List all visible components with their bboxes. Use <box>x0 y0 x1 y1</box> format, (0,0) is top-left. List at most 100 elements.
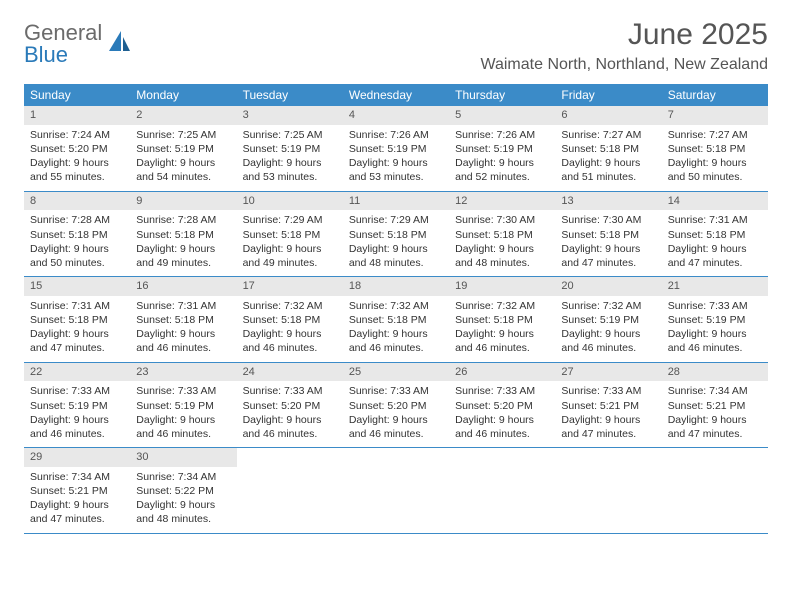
weekday-header: Saturday <box>662 84 768 106</box>
daylight-line2: and 48 minutes. <box>136 512 230 526</box>
day-body: Sunrise: 7:31 AMSunset: 5:18 PMDaylight:… <box>130 296 236 362</box>
month-title: June 2025 <box>480 18 768 52</box>
day-body: Sunrise: 7:34 AMSunset: 5:21 PMDaylight:… <box>662 381 768 447</box>
calendar-cell <box>237 448 343 533</box>
day-number: 30 <box>130 448 236 467</box>
sunset-line: Sunset: 5:20 PM <box>243 399 337 413</box>
daylight-line2: and 48 minutes. <box>455 256 549 270</box>
sunrise-line: Sunrise: 7:26 AM <box>455 128 549 142</box>
daylight-line1: Daylight: 9 hours <box>30 413 124 427</box>
sunrise-line: Sunrise: 7:33 AM <box>349 384 443 398</box>
sunrise-line: Sunrise: 7:31 AM <box>668 213 762 227</box>
daylight-line1: Daylight: 9 hours <box>455 413 549 427</box>
calendar-cell: 2Sunrise: 7:25 AMSunset: 5:19 PMDaylight… <box>130 106 236 191</box>
daylight-line1: Daylight: 9 hours <box>136 156 230 170</box>
daylight-line2: and 53 minutes. <box>349 170 443 184</box>
day-number: 11 <box>343 192 449 211</box>
day-number: 7 <box>662 106 768 125</box>
weekday-header: Monday <box>130 84 236 106</box>
day-body: Sunrise: 7:32 AMSunset: 5:19 PMDaylight:… <box>555 296 661 362</box>
daylight-line2: and 47 minutes. <box>668 427 762 441</box>
daylight-line2: and 50 minutes. <box>668 170 762 184</box>
calendar-cell: 13Sunrise: 7:30 AMSunset: 5:18 PMDayligh… <box>555 192 661 277</box>
sunrise-line: Sunrise: 7:34 AM <box>136 470 230 484</box>
daylight-line2: and 46 minutes. <box>668 341 762 355</box>
weekday-header: Thursday <box>449 84 555 106</box>
day-body: Sunrise: 7:31 AMSunset: 5:18 PMDaylight:… <box>24 296 130 362</box>
sunrise-line: Sunrise: 7:33 AM <box>561 384 655 398</box>
daylight-line2: and 46 minutes. <box>30 427 124 441</box>
sunrise-line: Sunrise: 7:29 AM <box>243 213 337 227</box>
day-body: Sunrise: 7:34 AMSunset: 5:22 PMDaylight:… <box>130 467 236 533</box>
title-block: June 2025 Waimate North, Northland, New … <box>480 18 768 78</box>
calendar-cell: 16Sunrise: 7:31 AMSunset: 5:18 PMDayligh… <box>130 277 236 362</box>
calendar-cell: 18Sunrise: 7:32 AMSunset: 5:18 PMDayligh… <box>343 277 449 362</box>
day-body: Sunrise: 7:28 AMSunset: 5:18 PMDaylight:… <box>24 210 130 276</box>
daylight-line1: Daylight: 9 hours <box>136 242 230 256</box>
daylight-line1: Daylight: 9 hours <box>668 413 762 427</box>
day-number: 22 <box>24 363 130 382</box>
sunset-line: Sunset: 5:18 PM <box>668 228 762 242</box>
day-body: Sunrise: 7:34 AMSunset: 5:21 PMDaylight:… <box>24 467 130 533</box>
calendar-cell: 9Sunrise: 7:28 AMSunset: 5:18 PMDaylight… <box>130 192 236 277</box>
sunrise-line: Sunrise: 7:31 AM <box>30 299 124 313</box>
daylight-line2: and 52 minutes. <box>455 170 549 184</box>
weekday-header: Friday <box>555 84 661 106</box>
daylight-line2: and 55 minutes. <box>30 170 124 184</box>
daylight-line2: and 46 minutes. <box>136 341 230 355</box>
day-number: 10 <box>237 192 343 211</box>
sunset-line: Sunset: 5:18 PM <box>136 228 230 242</box>
day-body: Sunrise: 7:30 AMSunset: 5:18 PMDaylight:… <box>449 210 555 276</box>
daylight-line2: and 46 minutes. <box>455 427 549 441</box>
day-body: Sunrise: 7:24 AMSunset: 5:20 PMDaylight:… <box>24 125 130 191</box>
daylight-line1: Daylight: 9 hours <box>349 413 443 427</box>
daylight-line2: and 47 minutes. <box>561 256 655 270</box>
daylight-line1: Daylight: 9 hours <box>561 413 655 427</box>
sunset-line: Sunset: 5:18 PM <box>243 228 337 242</box>
calendar-week: 15Sunrise: 7:31 AMSunset: 5:18 PMDayligh… <box>24 277 768 363</box>
calendar-cell: 4Sunrise: 7:26 AMSunset: 5:19 PMDaylight… <box>343 106 449 191</box>
daylight-line1: Daylight: 9 hours <box>136 498 230 512</box>
day-body: Sunrise: 7:33 AMSunset: 5:19 PMDaylight:… <box>24 381 130 447</box>
sail-icon <box>106 29 132 59</box>
calendar-cell: 29Sunrise: 7:34 AMSunset: 5:21 PMDayligh… <box>24 448 130 533</box>
day-body: Sunrise: 7:33 AMSunset: 5:21 PMDaylight:… <box>555 381 661 447</box>
sunrise-line: Sunrise: 7:27 AM <box>668 128 762 142</box>
daylight-line2: and 47 minutes. <box>30 512 124 526</box>
sunrise-line: Sunrise: 7:24 AM <box>30 128 124 142</box>
daylight-line2: and 46 minutes. <box>243 427 337 441</box>
daylight-line1: Daylight: 9 hours <box>243 242 337 256</box>
calendar-cell: 23Sunrise: 7:33 AMSunset: 5:19 PMDayligh… <box>130 363 236 448</box>
daylight-line1: Daylight: 9 hours <box>243 327 337 341</box>
daylight-line2: and 48 minutes. <box>349 256 443 270</box>
sunset-line: Sunset: 5:18 PM <box>455 228 549 242</box>
daylight-line1: Daylight: 9 hours <box>136 413 230 427</box>
daylight-line2: and 53 minutes. <box>243 170 337 184</box>
day-number: 21 <box>662 277 768 296</box>
day-number: 25 <box>343 363 449 382</box>
day-number: 13 <box>555 192 661 211</box>
day-body: Sunrise: 7:29 AMSunset: 5:18 PMDaylight:… <box>343 210 449 276</box>
sunrise-line: Sunrise: 7:32 AM <box>561 299 655 313</box>
daylight-line1: Daylight: 9 hours <box>561 242 655 256</box>
daylight-line2: and 47 minutes. <box>668 256 762 270</box>
day-number: 17 <box>237 277 343 296</box>
daylight-line2: and 47 minutes. <box>561 427 655 441</box>
calendar-cell: 5Sunrise: 7:26 AMSunset: 5:19 PMDaylight… <box>449 106 555 191</box>
weekday-header: Wednesday <box>343 84 449 106</box>
daylight-line1: Daylight: 9 hours <box>561 156 655 170</box>
day-number: 28 <box>662 363 768 382</box>
sunrise-line: Sunrise: 7:30 AM <box>561 213 655 227</box>
calendar-cell: 19Sunrise: 7:32 AMSunset: 5:18 PMDayligh… <box>449 277 555 362</box>
daylight-line1: Daylight: 9 hours <box>455 156 549 170</box>
daylight-line2: and 51 minutes. <box>561 170 655 184</box>
sunrise-line: Sunrise: 7:28 AM <box>30 213 124 227</box>
day-body: Sunrise: 7:33 AMSunset: 5:20 PMDaylight:… <box>343 381 449 447</box>
sunset-line: Sunset: 5:18 PM <box>30 228 124 242</box>
day-number: 12 <box>449 192 555 211</box>
sunrise-line: Sunrise: 7:33 AM <box>136 384 230 398</box>
day-body: Sunrise: 7:27 AMSunset: 5:18 PMDaylight:… <box>662 125 768 191</box>
calendar-cell <box>555 448 661 533</box>
weekday-header: Tuesday <box>237 84 343 106</box>
day-number: 6 <box>555 106 661 125</box>
